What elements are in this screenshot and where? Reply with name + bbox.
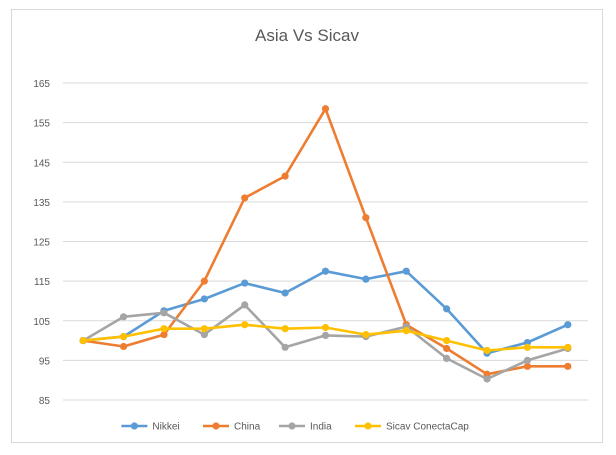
data-point [523,343,532,351]
chart-area: Asia Vs Sicav 85 95 105 115 125 135 145 155 165 … [11,9,603,443]
data-point [362,331,370,339]
y-tick-label: 145 [33,158,50,169]
data-point [362,214,370,222]
y-tick-label: 105 [33,317,50,328]
data-point [443,344,451,353]
legend-label: China [234,422,261,433]
series-sicav-conectacap [79,321,572,355]
data-point [321,105,330,113]
data-point [443,305,451,313]
data-point [443,354,451,362]
data-point [241,301,249,309]
chart-title: Asia Vs Sicav [255,26,359,45]
y-axis-ticks: 85 95 105 115 125 135 145 155 165 [33,79,50,407]
legend-label: India [310,422,332,433]
data-point [483,375,491,383]
data-point [281,172,289,180]
data-point [200,277,208,285]
data-point [281,343,289,351]
legend-swatch-marker [130,422,138,430]
legend-swatch-marker [212,422,220,430]
data-point [160,331,168,339]
data-point [523,362,532,370]
y-tick-label: 95 [39,356,51,367]
series-lines [79,105,572,383]
legend: Nikkei China India Sicav ConectaCap [121,422,469,433]
y-tick-label: 85 [39,396,51,407]
data-point [523,356,532,364]
y-tick-label: 135 [33,198,50,209]
y-tick-label: 165 [33,79,50,90]
legend-item: Sicav ConectaCap [355,422,469,433]
legend-swatch-marker [288,422,296,430]
data-point [321,267,330,275]
data-point [281,289,289,297]
data-point [241,321,249,329]
data-point [79,336,87,345]
data-point [362,275,370,283]
series-india [79,301,572,383]
data-point [402,327,410,335]
data-point [241,194,249,202]
legend-item: China [203,422,261,433]
y-tick-label: 115 [34,277,50,288]
legend-label: Sicav ConectaCap [386,422,469,433]
data-point [321,323,330,332]
data-point [443,336,451,345]
legend-item: Nikkei [121,422,180,433]
y-tick-label: 155 [33,119,50,130]
data-point [200,325,208,333]
data-point [200,331,208,339]
legend-label: Nikkei [152,422,179,433]
data-point [119,333,128,341]
legend-swatch-marker [364,422,372,430]
data-point [200,295,208,303]
series-line [83,269,569,355]
data-point [160,325,168,333]
legend-item: India [279,422,332,433]
data-point [564,362,572,370]
gridlines [63,82,588,401]
data-point [564,343,572,351]
data-point [483,346,491,355]
data-point [119,342,128,351]
line-chart: Asia Vs Sicav 8595105115125135145155165 … [33,26,588,433]
data-point [241,279,249,287]
data-point [119,313,128,321]
y-tick-label: 125 [33,238,50,249]
data-point [160,309,168,317]
data-point [321,331,330,340]
data-point [402,267,410,275]
data-point [564,321,572,329]
data-point [281,325,289,333]
